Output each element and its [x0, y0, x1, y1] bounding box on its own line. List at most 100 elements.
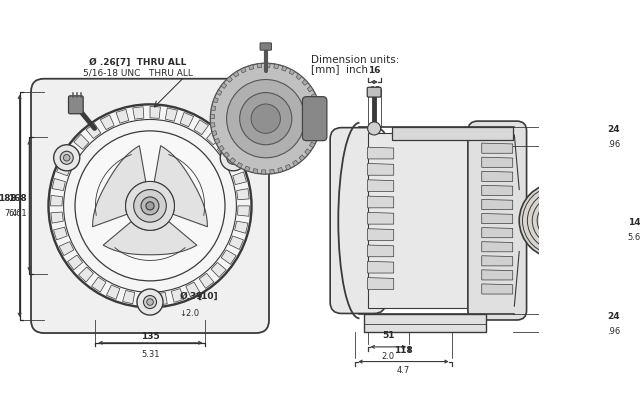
Polygon shape: [317, 119, 321, 123]
Polygon shape: [211, 123, 215, 127]
Polygon shape: [237, 162, 243, 168]
Polygon shape: [482, 143, 513, 153]
Text: 143: 143: [628, 218, 640, 227]
Polygon shape: [59, 242, 74, 256]
Polygon shape: [482, 214, 513, 224]
Text: [mm]  inch: [mm] inch: [310, 64, 367, 74]
Polygon shape: [482, 256, 513, 266]
Polygon shape: [316, 127, 321, 132]
Circle shape: [141, 197, 159, 215]
Polygon shape: [266, 63, 270, 67]
Text: [10]: [10]: [197, 292, 218, 300]
FancyBboxPatch shape: [31, 79, 269, 333]
Polygon shape: [367, 261, 394, 273]
Circle shape: [60, 151, 73, 164]
Polygon shape: [68, 255, 83, 270]
Text: 188: 188: [0, 195, 17, 204]
Circle shape: [239, 93, 292, 145]
Text: 7.4: 7.4: [4, 209, 17, 218]
Polygon shape: [367, 196, 394, 208]
FancyBboxPatch shape: [468, 121, 527, 320]
Text: 16: 16: [368, 66, 380, 76]
Text: .63: .63: [367, 86, 381, 95]
Polygon shape: [199, 273, 214, 288]
Circle shape: [227, 80, 305, 158]
Polygon shape: [233, 71, 239, 77]
Polygon shape: [241, 67, 246, 73]
Polygon shape: [367, 180, 394, 192]
Polygon shape: [106, 285, 120, 299]
Polygon shape: [285, 164, 291, 170]
Text: 51: 51: [382, 331, 395, 340]
Polygon shape: [211, 114, 214, 119]
Circle shape: [48, 104, 252, 308]
Polygon shape: [312, 93, 317, 99]
Text: 6.61: 6.61: [8, 209, 27, 218]
Polygon shape: [392, 127, 513, 140]
Polygon shape: [140, 293, 150, 305]
Circle shape: [230, 154, 237, 161]
Polygon shape: [367, 133, 482, 308]
Polygon shape: [482, 284, 513, 294]
Circle shape: [542, 206, 572, 235]
Polygon shape: [116, 109, 129, 123]
Text: 2.0: 2.0: [382, 352, 395, 361]
Polygon shape: [274, 64, 278, 69]
Text: Ø .26[7]  THRU ALL: Ø .26[7] THRU ALL: [89, 58, 186, 67]
Polygon shape: [93, 146, 146, 227]
Text: 24: 24: [607, 312, 620, 321]
Polygon shape: [227, 156, 241, 170]
Polygon shape: [482, 157, 513, 167]
Circle shape: [211, 63, 321, 174]
Polygon shape: [214, 138, 220, 144]
Polygon shape: [364, 314, 486, 332]
Polygon shape: [482, 199, 513, 209]
Circle shape: [220, 145, 246, 171]
Polygon shape: [482, 228, 513, 238]
Text: Dimension units:: Dimension units:: [310, 55, 399, 65]
Polygon shape: [218, 145, 224, 151]
Text: 5.31: 5.31: [141, 350, 159, 359]
Polygon shape: [213, 97, 218, 103]
Polygon shape: [64, 147, 79, 162]
FancyBboxPatch shape: [303, 97, 327, 141]
Polygon shape: [270, 169, 275, 174]
Polygon shape: [367, 147, 394, 159]
Circle shape: [125, 181, 175, 230]
Polygon shape: [482, 270, 513, 280]
Polygon shape: [218, 142, 232, 157]
Polygon shape: [257, 64, 262, 68]
Text: 24: 24: [607, 125, 620, 134]
Polygon shape: [186, 282, 200, 297]
Text: .96: .96: [607, 140, 621, 149]
Text: 5.6: 5.6: [628, 233, 640, 242]
Polygon shape: [230, 158, 236, 164]
Polygon shape: [100, 115, 114, 130]
Polygon shape: [52, 178, 65, 190]
FancyBboxPatch shape: [330, 128, 385, 313]
Circle shape: [367, 122, 381, 135]
Polygon shape: [51, 195, 63, 206]
Polygon shape: [207, 130, 221, 145]
Polygon shape: [235, 221, 248, 233]
Circle shape: [519, 183, 594, 258]
Text: 168: 168: [8, 195, 27, 204]
Polygon shape: [221, 83, 227, 88]
Polygon shape: [367, 164, 394, 175]
Polygon shape: [156, 292, 167, 305]
Polygon shape: [211, 106, 216, 111]
Circle shape: [75, 131, 225, 281]
Polygon shape: [282, 66, 287, 71]
Polygon shape: [292, 160, 298, 166]
Text: 135: 135: [141, 332, 160, 341]
Text: ↓2.0: ↓2.0: [179, 309, 200, 318]
Polygon shape: [79, 267, 93, 282]
Polygon shape: [367, 212, 394, 224]
Polygon shape: [229, 236, 243, 249]
Polygon shape: [103, 222, 197, 255]
Polygon shape: [253, 169, 258, 173]
Polygon shape: [86, 123, 100, 138]
Polygon shape: [216, 90, 222, 95]
Polygon shape: [482, 242, 513, 252]
Polygon shape: [482, 171, 513, 181]
